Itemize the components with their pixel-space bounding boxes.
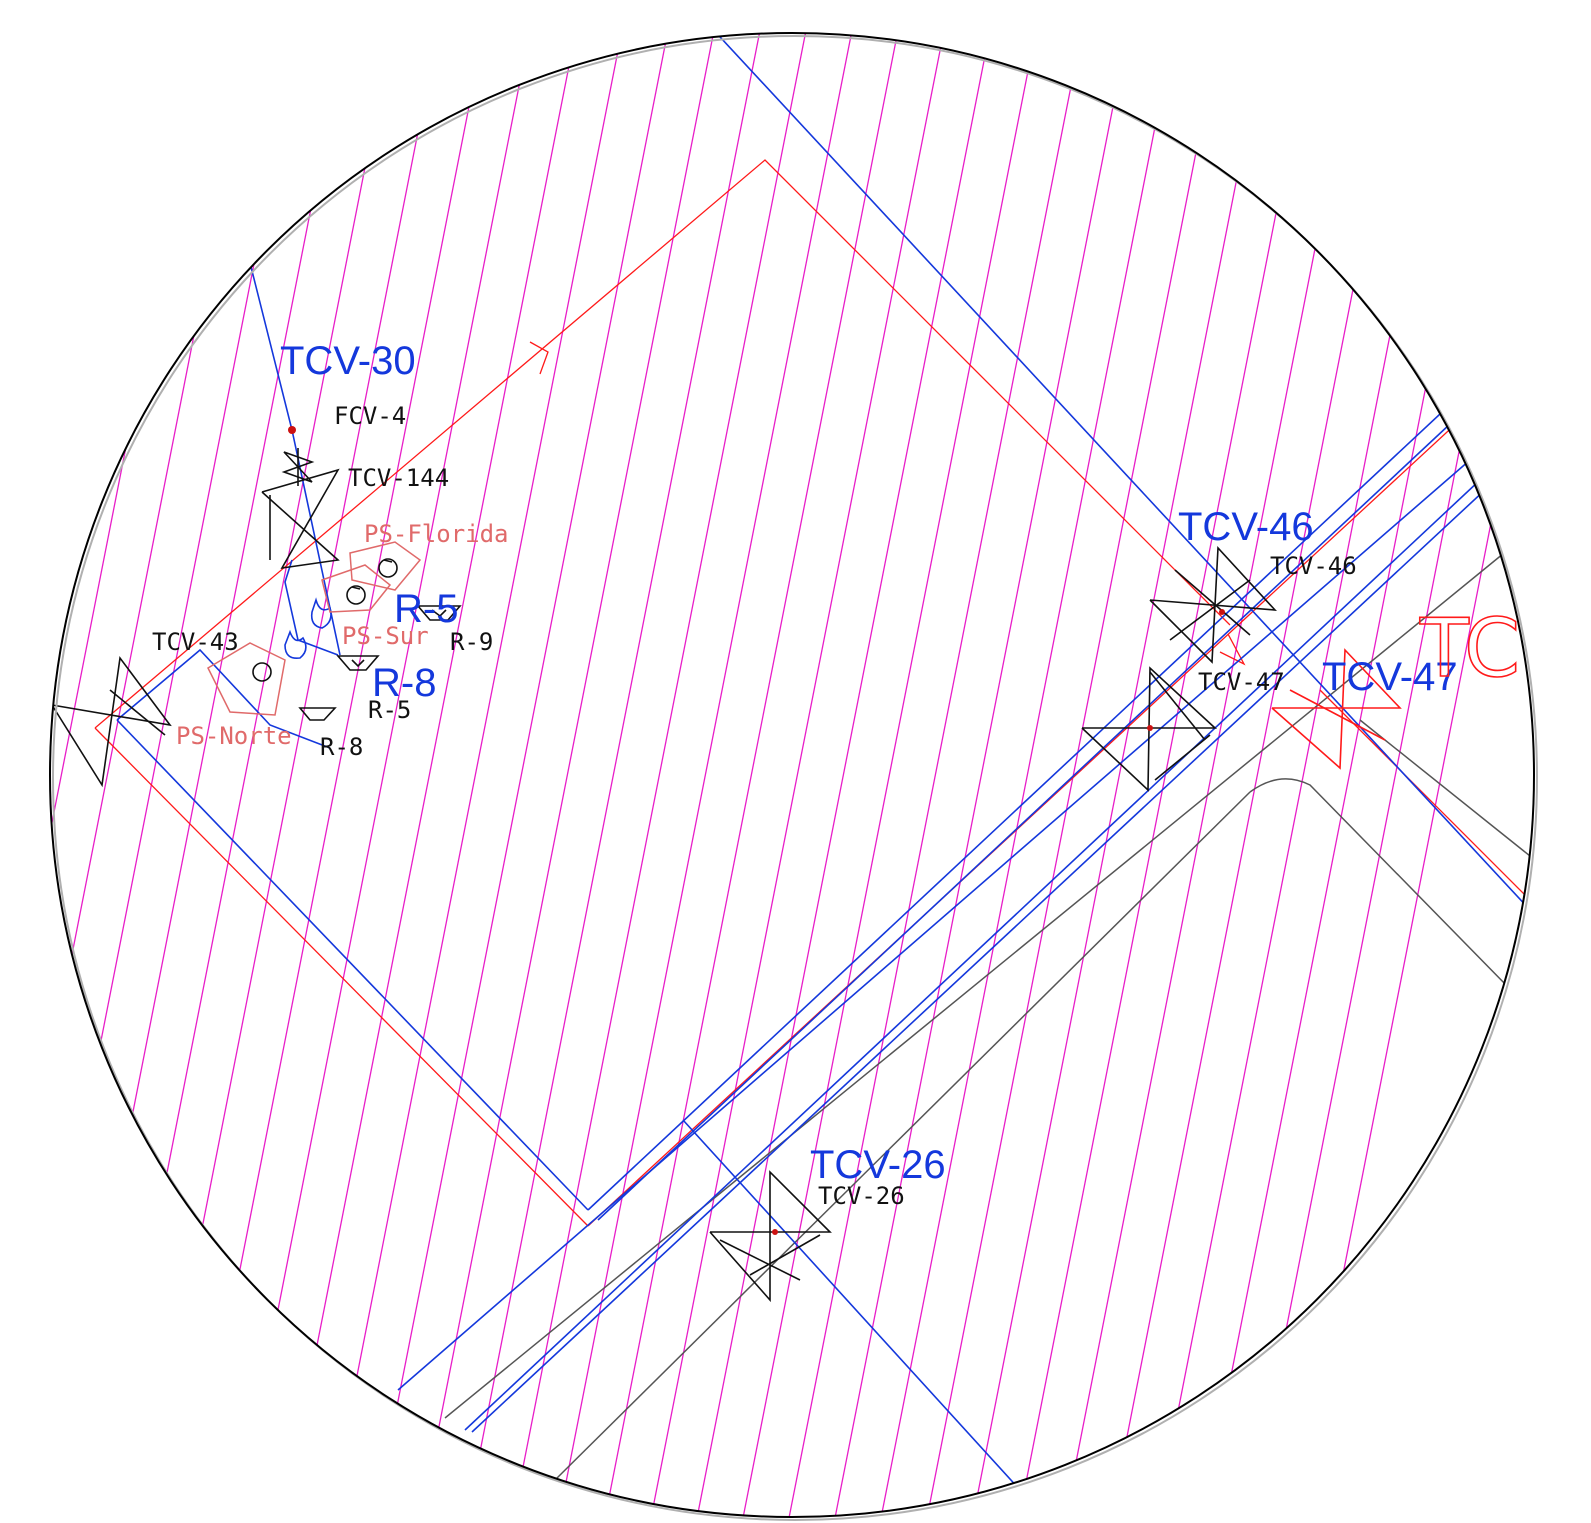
hatch-line (50, 33, 215, 1517)
label-r-5-black: R-5 (368, 696, 411, 724)
hatch-line (51, 33, 353, 1517)
label-r-8-black: R-8 (320, 733, 363, 761)
label-r-9: R-9 (450, 628, 493, 656)
label-tcv-47-black: TCV-47 (1198, 668, 1285, 696)
label-ps-sur: PS-Sur (342, 622, 429, 650)
hatch-line (235, 33, 537, 1517)
hatch-line (327, 33, 629, 1517)
junction-dots (288, 426, 1225, 1235)
hatch-line (373, 33, 675, 1517)
label-r-5-blue: R-5 (394, 587, 458, 631)
label-ps-florida: PS-Florida (364, 520, 509, 548)
label-tcv-46-blue: TCV-46 (1178, 505, 1314, 549)
hatch-line (925, 33, 1227, 1517)
hatch-line (1293, 33, 1534, 1517)
hatch-line (833, 33, 1135, 1517)
detail-circle-outline (49, 32, 1535, 1518)
hatch-line (1201, 33, 1503, 1517)
valve-symbols (51, 448, 1277, 1303)
hatch-line (603, 33, 905, 1517)
hatch-line (97, 33, 399, 1517)
hatch-line (787, 33, 1089, 1517)
hatch-line (281, 33, 583, 1517)
red-valve-symbol (1271, 648, 1402, 770)
blue-pipelines (116, 33, 1531, 1491)
label-tcv-26-blue: TCV-26 (810, 1143, 946, 1187)
label-r-8-blue: R-8 (372, 661, 436, 705)
hatch-line (0, 0, 30, 1523)
hatch-line (1109, 33, 1411, 1517)
hatch-line (511, 33, 813, 1517)
hatch-line (50, 33, 261, 1517)
pumping-stations (207, 541, 422, 716)
hatch-line (1017, 33, 1319, 1517)
detail-circle-shadow (52, 35, 1538, 1521)
hatch-line (143, 33, 445, 1517)
hatch-line (1063, 33, 1365, 1517)
hatch-line (50, 33, 123, 1517)
hatch-line (879, 33, 1181, 1517)
label-tcv-144: TCV-144 (348, 464, 449, 492)
road-lines (444, 539, 1534, 1481)
hatch-line (649, 33, 951, 1517)
hatch-line (557, 33, 859, 1517)
hatch-line (695, 33, 997, 1517)
hatch-line (741, 33, 1043, 1517)
label-tcv-47-blue: TCV-47 (1322, 655, 1458, 699)
hatch-line (50, 33, 169, 1517)
hatch-line (465, 33, 767, 1517)
label-ps-norte: PS-Norte (176, 722, 292, 750)
label-tcv-26-black: TCV-26 (818, 1182, 905, 1210)
label-tcv-red-partial: TCV (1419, 602, 1575, 695)
label-tcv-43: TCV-43 (152, 628, 239, 656)
label-tcv-46-black: TCV-46 (1270, 552, 1357, 580)
label-fcv-4: FCV-4 (334, 402, 406, 430)
hatch-line (189, 33, 491, 1517)
hatch-line (419, 33, 721, 1517)
label-tcv-30-blue: TCV-30 (280, 339, 416, 383)
